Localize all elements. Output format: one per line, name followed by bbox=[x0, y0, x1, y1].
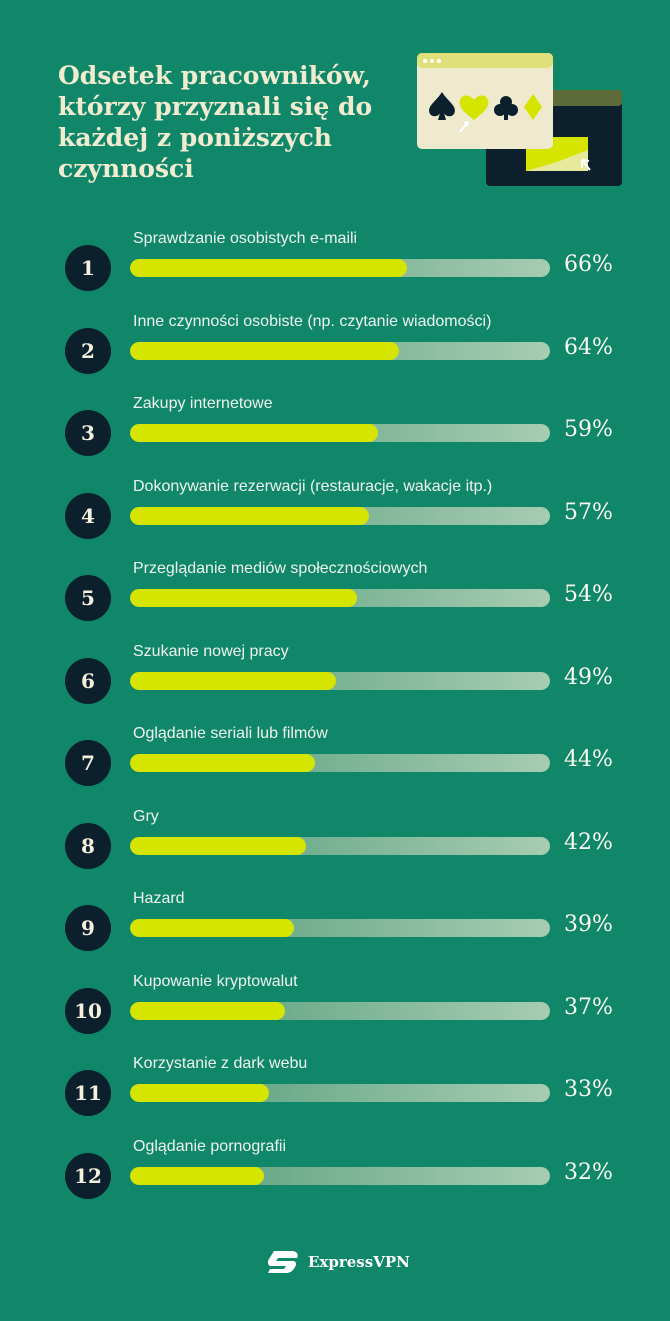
bar-track bbox=[130, 341, 550, 360]
rank-badge: 12 bbox=[65, 1152, 111, 1199]
rank-badge: 9 bbox=[65, 905, 111, 951]
bar bbox=[130, 754, 315, 772]
bar-row: 6 Szukanie nowej pracy 49% bbox=[0, 643, 670, 740]
category-label: Sprawdzanie osobistych e-maili bbox=[133, 230, 358, 247]
category-label: Oglądanie seriali lub filmów bbox=[133, 725, 328, 742]
bar-row: 7 Oglądanie seriali lub filmów 44% bbox=[0, 725, 670, 822]
bar-track bbox=[130, 1084, 550, 1102]
rank-badge: 6 bbox=[65, 657, 111, 704]
category-label: Zakupy internetowe bbox=[133, 395, 273, 412]
value-label: 33% bbox=[564, 1077, 613, 1102]
bar-track bbox=[130, 589, 550, 607]
bar-track bbox=[130, 259, 550, 277]
bar-track bbox=[130, 424, 550, 442]
bar-row: 5 Przeglądanie mediów społecznościowych 54… bbox=[0, 560, 670, 657]
bar-track bbox=[130, 506, 550, 525]
rank-badge: 2 bbox=[65, 327, 111, 374]
bar bbox=[130, 1001, 286, 1020]
bar-track bbox=[130, 836, 550, 855]
value-label: 32% bbox=[564, 1159, 613, 1185]
expressvpn-logo-icon bbox=[267, 1251, 298, 1273]
value-label: 57% bbox=[564, 499, 613, 525]
value-label: 66% bbox=[564, 252, 613, 277]
category-label: Dokonywanie rezerwacji (restauracje, wak… bbox=[133, 477, 493, 495]
value-label: 59% bbox=[564, 417, 613, 442]
bar-row: 9 Hazard 39% bbox=[0, 890, 670, 987]
bar-row: 1 Sprawdzanie osobistych e-maili 66% bbox=[0, 230, 670, 327]
category-label: Hazard bbox=[133, 890, 185, 907]
bar-row: 2 Inne czynności osobiste (np. czytanie w… bbox=[0, 313, 670, 410]
bar-track bbox=[130, 1166, 550, 1185]
rank-badge: 4 bbox=[65, 492, 111, 539]
brand-name: ExpressVPN bbox=[308, 1253, 410, 1271]
rank-badge: 11 bbox=[65, 1070, 111, 1116]
value-label: 49% bbox=[564, 664, 613, 690]
bar-track bbox=[130, 671, 550, 690]
bar bbox=[130, 919, 294, 937]
category-label: Szukanie nowej pracy bbox=[133, 642, 289, 660]
bar-track bbox=[130, 754, 550, 772]
category-label: Inne czynności osobiste (np. czytanie wi… bbox=[133, 312, 492, 330]
rank-badge: 1 bbox=[65, 245, 111, 291]
value-label: 37% bbox=[564, 994, 613, 1020]
bar bbox=[130, 671, 336, 690]
category-label: Oglądanie pornografii bbox=[133, 1137, 286, 1155]
bar-row: 3 Zakupy internetowe 59% bbox=[0, 395, 670, 492]
rank-badge: 8 bbox=[65, 822, 111, 869]
bar bbox=[130, 341, 399, 360]
bar-row: 11 Korzystanie z dark webu 33% bbox=[0, 1055, 670, 1152]
browser-cards-envelope-illustration bbox=[417, 53, 622, 186]
value-label: 54% bbox=[564, 582, 613, 607]
category-label: Korzystanie z dark webu bbox=[133, 1055, 308, 1072]
rank-badge: 10 bbox=[65, 987, 111, 1034]
rank-badge: 5 bbox=[65, 575, 111, 621]
rank-badge: 7 bbox=[65, 740, 111, 786]
bar bbox=[130, 1084, 269, 1102]
bar-row: 10 Kupowanie kryptowalut 37% bbox=[0, 973, 670, 1070]
page-title: Odsetek pracowników, którzy przyznali si… bbox=[58, 61, 373, 183]
value-label: 64% bbox=[564, 334, 613, 360]
value-label: 42% bbox=[564, 829, 613, 855]
value-label: 39% bbox=[564, 912, 613, 937]
bar bbox=[130, 259, 408, 277]
category-label: Kupowanie kryptowalut bbox=[133, 972, 298, 990]
bar bbox=[130, 506, 370, 525]
bar-track bbox=[130, 919, 550, 937]
bar bbox=[130, 836, 307, 855]
bar bbox=[130, 589, 357, 607]
bar-row: 4 Dokonywanie rezerwacji (restauracje, wa… bbox=[0, 478, 670, 575]
rank-badge: 3 bbox=[65, 410, 111, 456]
bar bbox=[130, 1166, 265, 1185]
brand-logo: ExpressVPN bbox=[266, 1249, 410, 1275]
bar-row: 8 Gry 42% bbox=[0, 808, 670, 905]
bar-track bbox=[130, 1001, 550, 1020]
bar-row: 12 Oglądanie pornografii 32% bbox=[0, 1138, 670, 1235]
value-label: 44% bbox=[564, 747, 613, 772]
bar bbox=[130, 424, 378, 442]
category-label: Przeglądanie mediów społecznościowych bbox=[133, 560, 428, 577]
category-label: Gry bbox=[133, 807, 159, 825]
